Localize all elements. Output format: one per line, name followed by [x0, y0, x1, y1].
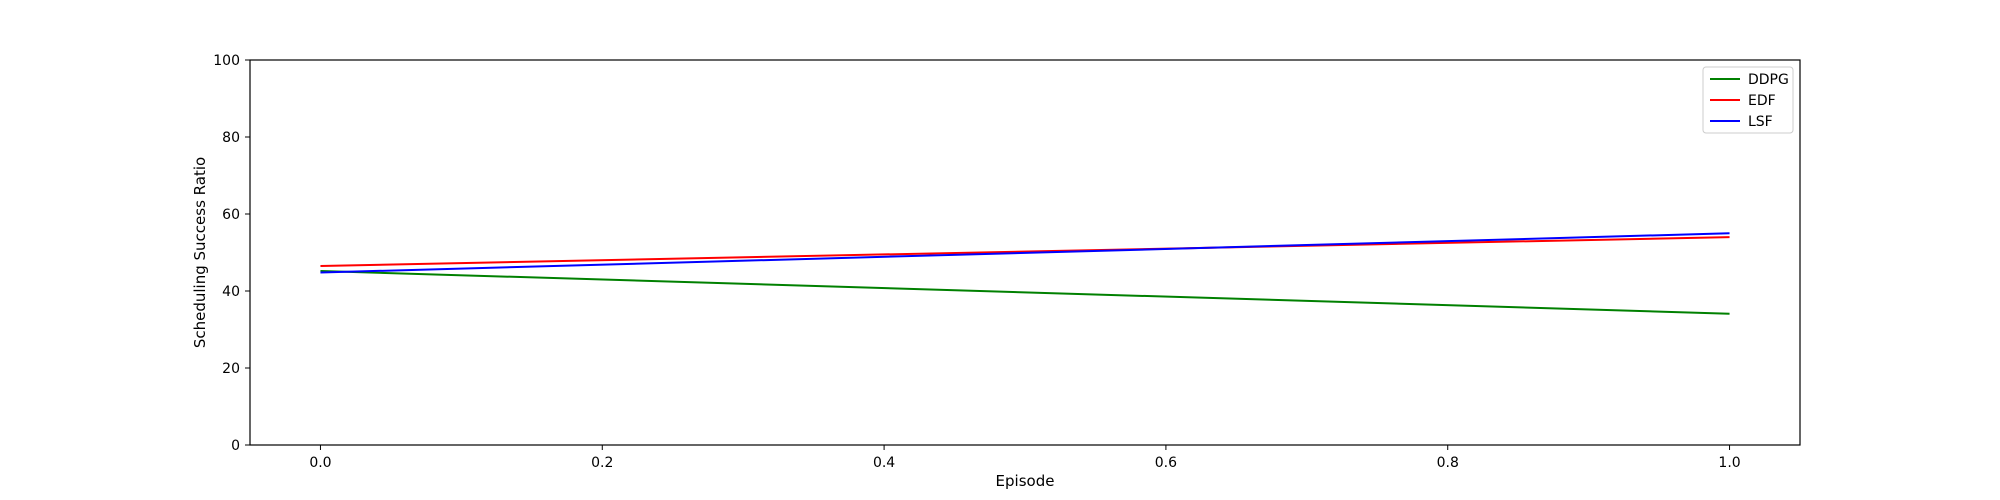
x-axis-ticks: 0.0 0.2 0.4 0.6 0.8 1.0: [309, 445, 1741, 471]
x-tick-label: 1.0: [1718, 455, 1740, 471]
series-layer: [320, 232, 1730, 315]
x-tick-label: 0.2: [591, 455, 613, 471]
x-tick-label: 0.4: [873, 455, 895, 471]
x-tick-label: 0.6: [1155, 455, 1177, 471]
y-axis-ticks: 0 20 40 60 80 100: [213, 53, 250, 454]
series-line-lsf: [320, 232, 1730, 274]
legend: DDPG EDF LSF: [1702, 66, 1794, 134]
y-axis-label: Scheduling Success Ratio: [191, 157, 209, 348]
plot-frame: [249, 59, 1801, 446]
legend-label-lsf: LSF: [1748, 114, 1773, 130]
y-tick-label: 80: [222, 130, 240, 146]
x-axis-label: Episode: [996, 472, 1055, 490]
legend-box: [1702, 66, 1794, 134]
legend-label-ddpg: DDPG: [1748, 72, 1789, 88]
x-tick-label: 0.8: [1437, 455, 1459, 471]
series-line-ddpg: [320, 269, 1730, 315]
y-tick-label: 60: [222, 207, 240, 223]
legend-label-edf: EDF: [1748, 93, 1776, 109]
y-tick-label: 0: [231, 438, 240, 454]
y-tick-label: 100: [213, 53, 240, 69]
y-tick-label: 40: [222, 284, 240, 300]
x-tick-label: 0.0: [309, 455, 331, 471]
y-tick-label: 20: [222, 361, 240, 377]
series-line-edf: [320, 236, 1730, 267]
